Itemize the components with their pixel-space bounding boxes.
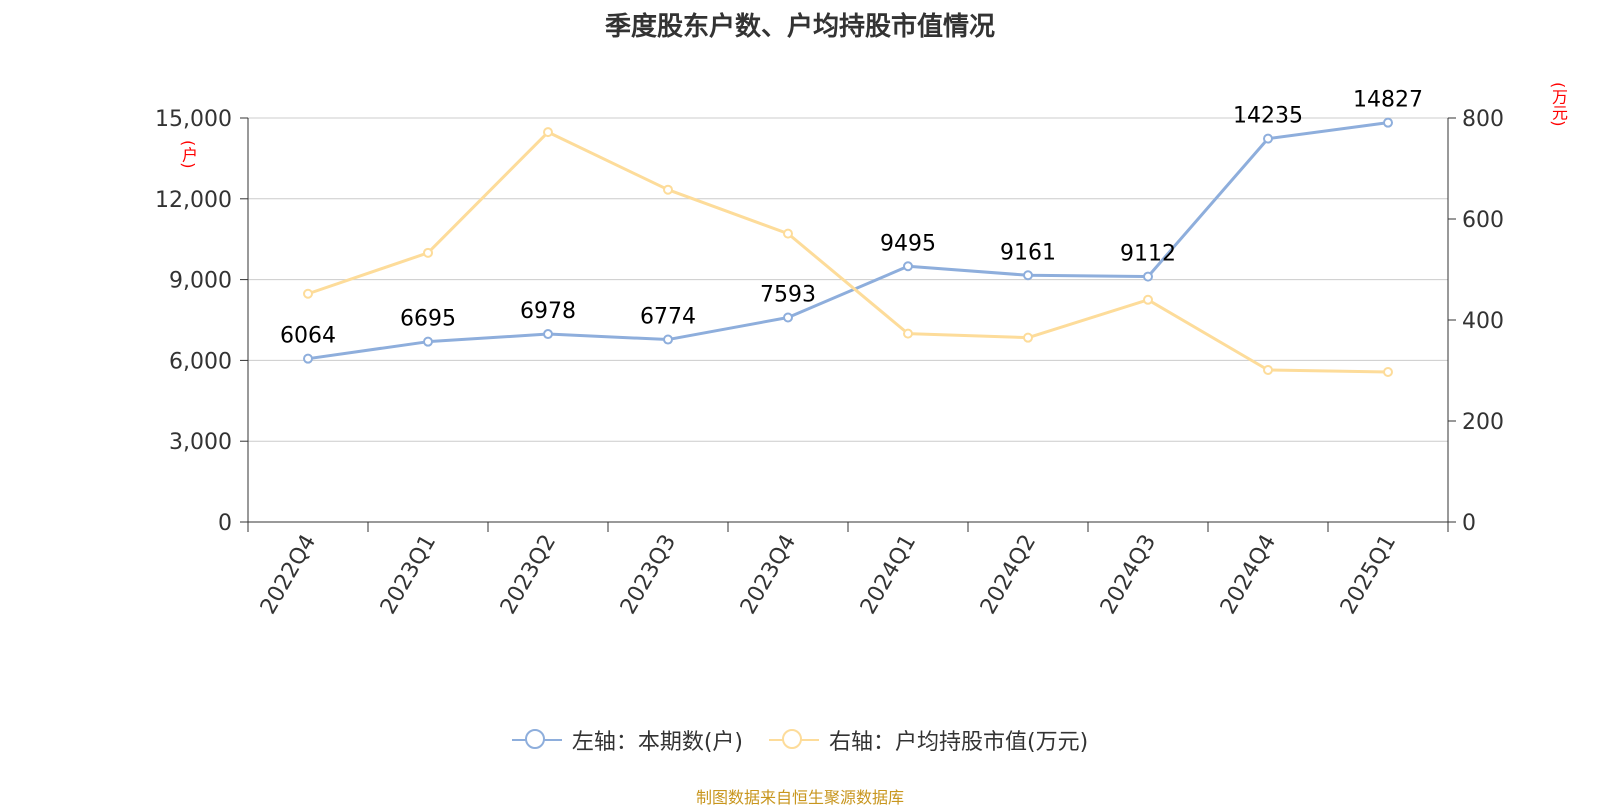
x-axis-tick-label: 2022Q4 (256, 531, 321, 619)
left-axis-tick-label: 12,000 (155, 188, 232, 213)
x-axis-tick-label: 2024Q1 (856, 531, 921, 619)
left-axis-tick-label: 15,000 (155, 107, 232, 132)
data-label: 6978 (520, 299, 576, 324)
x-axis-tick-label: 2023Q2 (496, 531, 561, 619)
data-point (1383, 117, 1393, 128)
left-axis-unit: (户) (179, 140, 198, 169)
data-label: 9112 (1120, 242, 1176, 267)
data-label: 7593 (760, 282, 816, 307)
data-point (903, 328, 913, 339)
data-point (303, 353, 313, 364)
right-axis-tick-label: 200 (1462, 410, 1504, 435)
data-point (903, 261, 913, 272)
data-label: 9495 (880, 231, 936, 256)
legend: 左轴：本期数(户) 右轴：户均持股市值(万元) (0, 722, 1600, 758)
data-point (1263, 133, 1273, 144)
data-point (663, 184, 673, 195)
right-axis-tick-label: 400 (1462, 309, 1504, 334)
data-point (1143, 294, 1153, 305)
x-axis-tick-label: 2023Q1 (376, 531, 441, 619)
x-axis-tick-label: 2023Q3 (616, 531, 681, 619)
right-axis-tick-label: 600 (1462, 208, 1504, 233)
left-axis-tick-label: 6,000 (169, 349, 232, 374)
x-axis-tick-label: 2025Q1 (1336, 531, 1401, 619)
data-point (663, 334, 673, 345)
data-label: 6064 (280, 324, 336, 349)
data-point (1143, 271, 1153, 282)
right-axis-tick-label: 0 (1462, 511, 1476, 536)
left-axis-tick-label: 3,000 (169, 430, 232, 455)
data-point (423, 247, 433, 258)
legend-item-shareholders[interactable]: 左轴：本期数(户) (511, 724, 743, 756)
data-point (1023, 332, 1033, 343)
data-point (1383, 367, 1393, 378)
legend-label: 右轴：户均持股市值(万元) (829, 730, 1089, 755)
left-axis-tick-label: 9,000 (169, 269, 232, 294)
data-point (783, 312, 793, 323)
right-axis-tick-label: 800 (1462, 107, 1504, 132)
data-point (1023, 270, 1033, 281)
legend-label: 左轴：本期数(户) (571, 730, 743, 755)
data-label: 14827 (1353, 88, 1423, 113)
legend-item-avg-value[interactable]: 右轴：户均持股市值(万元) (769, 724, 1088, 756)
data-label: 14235 (1233, 104, 1303, 129)
source-note: 制图数据来自恒生聚源数据库 (695, 788, 904, 807)
x-axis-tick-label: 2024Q4 (1216, 531, 1281, 619)
x-axis-tick-label: 2024Q2 (976, 531, 1041, 619)
x-axis-tick-label: 2024Q3 (1096, 531, 1161, 619)
legend-swatch-circle-icon (511, 728, 562, 752)
data-point (783, 228, 793, 239)
data-point (543, 329, 553, 340)
data-point (423, 336, 433, 347)
right-axis-unit: (万元) (1549, 82, 1568, 127)
left-axis-tick-label: 0 (218, 511, 232, 536)
data-point (543, 127, 553, 138)
x-axis-tick-label: 2023Q4 (736, 531, 801, 619)
series-line (307, 130, 1389, 374)
legend-swatch-circle-icon (769, 728, 819, 752)
data-point (303, 288, 313, 299)
data-label: 6774 (640, 305, 696, 330)
data-label: 6695 (400, 307, 456, 332)
chart-title: 季度股东户数、户均持股市值情况 (604, 12, 995, 42)
data-point (1263, 364, 1273, 375)
series-line (307, 121, 1389, 361)
data-label: 9161 (1000, 240, 1056, 265)
